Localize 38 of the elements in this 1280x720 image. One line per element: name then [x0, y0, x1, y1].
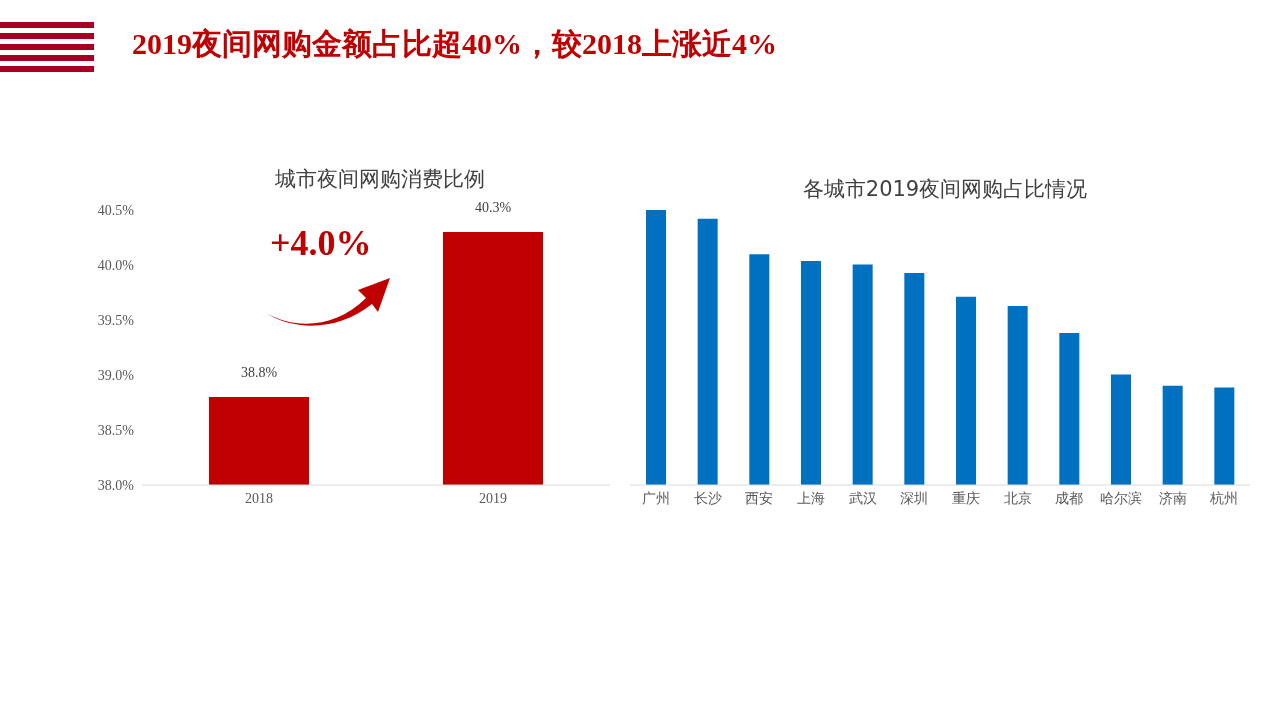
bar [801, 260, 821, 485]
y-tick-label: 40.5% [97, 202, 135, 218]
x-tick-label: 济南 [1158, 490, 1187, 506]
y-tick-label: 39.0% [97, 367, 135, 383]
x-tick-label: 成都 [1055, 490, 1084, 506]
bar [749, 254, 770, 485]
y-tick-label: 40.0% [97, 257, 135, 273]
x-tick-label: 广州 [641, 490, 670, 506]
x-tick-label: 西安 [745, 490, 774, 506]
bar [1214, 387, 1235, 485]
chart-title: 2019夜间网购金额占比超40%，较2018上涨近4% [132, 26, 777, 62]
bar [852, 264, 873, 485]
x-tick-label: 深圳 [900, 490, 929, 506]
x-tick-label: 重庆 [951, 490, 980, 506]
chart-subtitle: 城市夜间网购消费比例 [274, 166, 486, 193]
x-tick-label: 长沙 [693, 490, 722, 506]
y-tick-label: 39.5% [97, 312, 135, 328]
chart-title: 各城市2019夜间网购占比情况 [801, 176, 1089, 203]
x-tick-label: 杭州 [1209, 490, 1239, 506]
x-tick-label: 上海 [796, 490, 825, 506]
x-tick-label: 武汉 [848, 490, 877, 506]
x-tick-label: 2018 [245, 490, 273, 506]
bar [646, 210, 666, 485]
bar [1162, 385, 1183, 485]
x-tick-label: 2019 [479, 490, 507, 506]
x-tick-label: 哈尔滨 [1099, 490, 1142, 506]
bar [956, 296, 976, 485]
bar [697, 218, 718, 485]
y-tick-label: 38.5% [97, 422, 135, 438]
bar [1111, 374, 1131, 485]
annotation: +4.0% [270, 222, 372, 264]
x-tick-label: 北京 [1003, 490, 1032, 506]
data-label: 38.8% [240, 365, 278, 380]
bar [1059, 332, 1080, 485]
bar [1007, 305, 1028, 485]
bar [904, 272, 925, 485]
y-tick-label: 38.0% [97, 477, 135, 493]
data-label: 40.3% [474, 200, 512, 215]
